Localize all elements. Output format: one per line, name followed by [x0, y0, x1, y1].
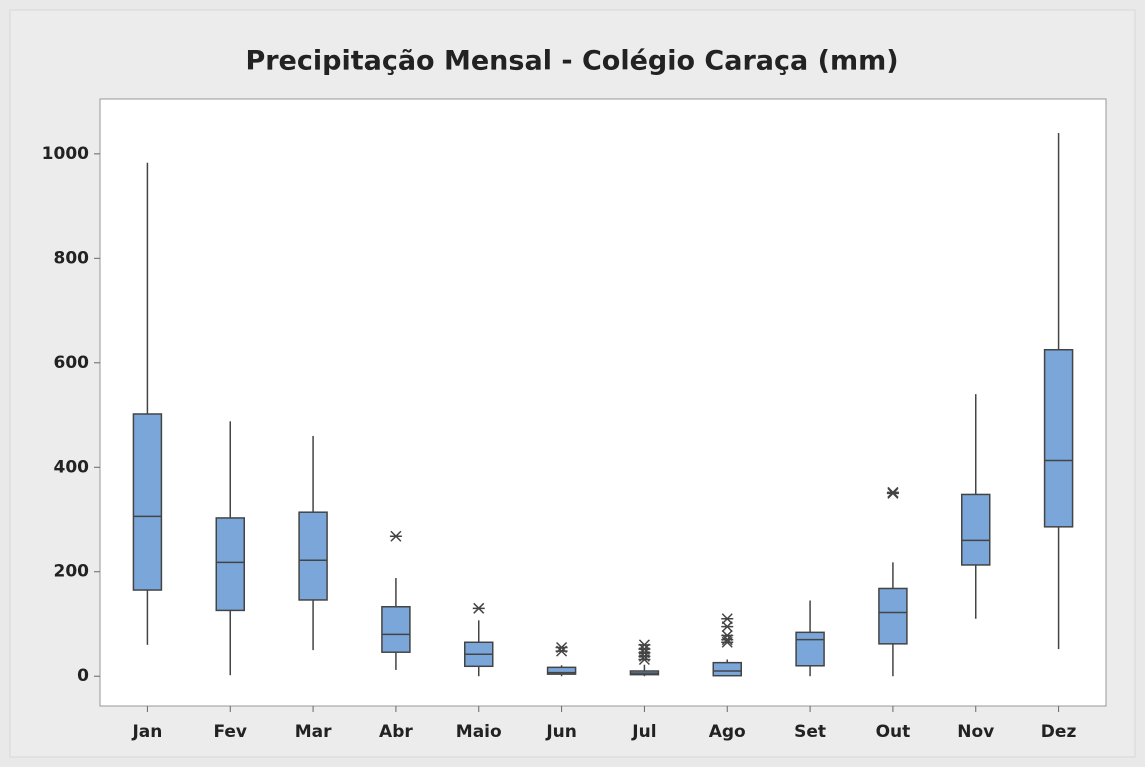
box — [381, 605, 411, 653]
y-tick-label: 600 — [54, 353, 90, 373]
box — [298, 511, 328, 601]
outlier — [555, 645, 568, 657]
box — [215, 517, 245, 612]
outlier — [721, 613, 734, 625]
y-tick-label: 800 — [54, 248, 90, 268]
outlier — [721, 636, 734, 648]
outlier — [721, 621, 734, 633]
outlier — [472, 602, 485, 614]
plot-area — [99, 98, 1107, 707]
y-tick-label: 0 — [77, 666, 89, 686]
box — [878, 587, 908, 645]
chart-title: Precipitação Mensal - Colégio Caraça (mm… — [245, 46, 898, 77]
x-tick-label: Jan — [131, 722, 162, 742]
x-tick-label: Maio — [456, 722, 502, 742]
x-tick-label: Nov — [957, 722, 994, 742]
box — [132, 413, 163, 591]
outlier — [638, 653, 651, 666]
box — [1043, 348, 1074, 528]
outlier — [886, 487, 899, 499]
x-tick-label: Set — [794, 722, 826, 742]
box — [795, 631, 825, 667]
x-tick-label: Mar — [295, 722, 332, 742]
x-tick-label: Jun — [545, 722, 577, 742]
x-tick-label: Jul — [631, 722, 656, 742]
y-tick-label: 1000 — [42, 144, 89, 164]
y-tick-label: 400 — [54, 457, 90, 477]
x-tick-label: Ago — [709, 722, 746, 742]
x-tick-label: Fev — [213, 722, 247, 742]
box — [712, 661, 742, 677]
x-tick-label: Out — [876, 722, 911, 742]
y-tick-label: 200 — [54, 562, 90, 582]
x-tick-label: Dez — [1041, 722, 1077, 742]
x-tick-label: Abr — [379, 722, 413, 742]
box — [546, 666, 577, 675]
box — [961, 493, 991, 566]
outlier — [389, 530, 402, 542]
